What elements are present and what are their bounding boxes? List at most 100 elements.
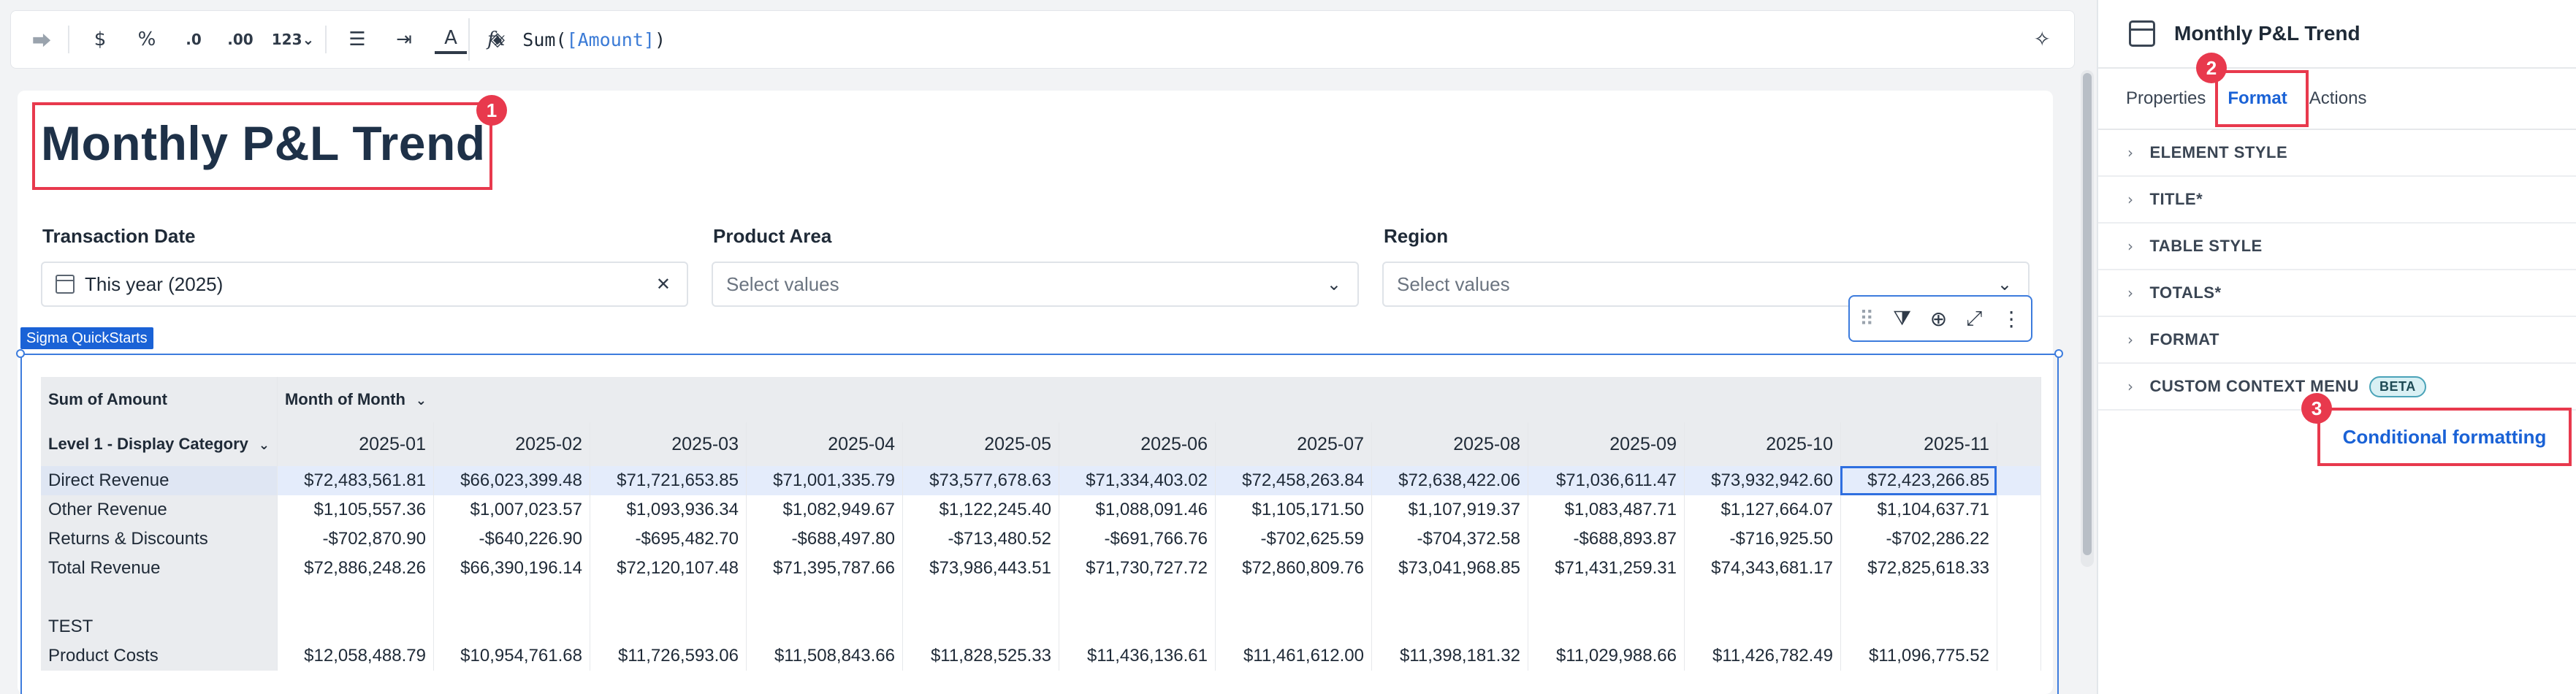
number-format-icon[interactable]: 123⌄ — [271, 31, 315, 48]
decrease-decimals-icon[interactable]: .0 — [186, 31, 202, 48]
table-cell[interactable]: $71,395,787.66 — [746, 554, 903, 583]
month-header[interactable]: 2025-02 — [433, 422, 590, 466]
table-cell[interactable]: $11,398,181.32 — [1371, 641, 1528, 671]
table-cell[interactable]: $73,986,443.51 — [902, 554, 1059, 583]
table-cell[interactable] — [1215, 583, 1372, 612]
row-label[interactable]: Total Revenue — [41, 554, 278, 583]
section-format[interactable]: › FORMAT — [2098, 317, 2576, 364]
page-title[interactable]: Monthly P&L Trend — [41, 116, 486, 170]
table-cell[interactable] — [433, 583, 590, 612]
table-cell[interactable]: $1,104,637.71 — [1840, 495, 1997, 525]
currency-icon[interactable]: $ — [94, 28, 107, 50]
table-cell[interactable] — [1059, 583, 1216, 612]
percent-icon[interactable]: % — [137, 28, 156, 50]
table-cell[interactable]: $11,461,612.00 — [1215, 641, 1372, 671]
table-cell[interactable]: $1,093,936.34 — [590, 495, 747, 525]
table-cell[interactable] — [590, 612, 747, 641]
table-cell[interactable] — [902, 612, 1059, 641]
table-cell[interactable] — [1528, 583, 1685, 612]
table-cell[interactable]: -$695,482.70 — [590, 525, 747, 554]
vertical-scrollbar[interactable] — [2081, 70, 2094, 567]
table-cell[interactable] — [1840, 583, 1997, 612]
table-cell[interactable]: $74,343,681.17 — [1684, 554, 1841, 583]
table-cell[interactable]: $71,721,653.85 — [590, 466, 747, 495]
increase-decimals-icon[interactable]: .00 — [227, 31, 254, 48]
conditional-formatting-section[interactable]: Conditional formatting — [2317, 408, 2572, 466]
table-cell[interactable]: $11,029,988.66 — [1528, 641, 1685, 671]
table-cell[interactable]: $66,390,196.14 — [433, 554, 590, 583]
table-cell[interactable]: -$688,497.80 — [746, 525, 903, 554]
month-header[interactable]: 2025-11 — [1840, 422, 1997, 466]
table-cell[interactable]: $72,825,618.33 — [1840, 554, 1997, 583]
row-label[interactable] — [41, 583, 278, 612]
section-element-style[interactable]: › ELEMENT STYLE — [2098, 130, 2576, 177]
table-cell[interactable]: $11,096,775.52 — [1840, 641, 1997, 671]
table-cell[interactable]: $11,436,136.61 — [1059, 641, 1216, 671]
text-color-icon[interactable]: A — [435, 25, 467, 54]
row-label[interactable]: Returns & Discounts — [41, 525, 278, 554]
table-cell[interactable] — [1059, 612, 1216, 641]
table-cell[interactable] — [277, 612, 434, 641]
table-cell[interactable]: $12,058,488.79 — [277, 641, 434, 671]
table-cell[interactable] — [590, 583, 747, 612]
scrollbar-thumb[interactable] — [2083, 73, 2092, 555]
table-cell[interactable]: $72,886,248.26 — [277, 554, 434, 583]
table-cell[interactable]: $1,083,487.71 — [1528, 495, 1685, 525]
formula-bar[interactable]: fx Sum([Amount]) ✧ — [468, 18, 2067, 61]
table-cell[interactable] — [1215, 612, 1372, 641]
table-cell[interactable] — [1684, 612, 1841, 641]
table-cell[interactable]: $71,334,403.02 — [1059, 466, 1216, 495]
expand-icon[interactable]: ⤢ — [1965, 306, 1983, 330]
section-custom-context-menu[interactable]: › CUSTOM CONTEXT MENU BETA — [2098, 364, 2576, 411]
table-cell[interactable]: -$713,480.52 — [902, 525, 1059, 554]
table-cell[interactable]: -$702,870.90 — [277, 525, 434, 554]
table-cell[interactable]: $11,426,782.49 — [1684, 641, 1841, 671]
row-label[interactable]: TEST — [41, 612, 278, 641]
table-cell[interactable]: $72,860,809.76 — [1215, 554, 1372, 583]
table-cell[interactable]: $73,577,678.63 — [902, 466, 1059, 495]
table-cell[interactable] — [1528, 612, 1685, 641]
month-header[interactable]: 2025-10 — [1684, 422, 1841, 466]
product-area-select[interactable]: Select values ⌄ — [712, 262, 1359, 307]
table-cell[interactable]: $11,726,593.06 — [590, 641, 747, 671]
row-label[interactable]: Product Costs — [41, 641, 278, 671]
column-field-header[interactable]: Month of Month ⌄ — [277, 377, 2041, 422]
table-cell[interactable]: $72,638,422.06 — [1371, 466, 1528, 495]
month-header[interactable]: 2025-09 — [1528, 422, 1685, 466]
resize-handle[interactable] — [2054, 349, 2063, 358]
add-chart-icon[interactable]: ⊕ — [1929, 306, 1948, 331]
table-cell[interactable]: $1,107,919.37 — [1371, 495, 1528, 525]
table-cell[interactable]: $73,932,942.60 — [1684, 466, 1841, 495]
row-label[interactable]: Direct Revenue — [41, 466, 278, 495]
table-cell[interactable]: $71,431,259.31 — [1528, 554, 1685, 583]
table-cell[interactable]: $72,120,107.48 — [590, 554, 747, 583]
table-cell[interactable]: -$702,625.59 — [1215, 525, 1372, 554]
table-cell[interactable] — [1371, 583, 1528, 612]
table-cell[interactable]: $11,828,525.33 — [902, 641, 1059, 671]
table-cell[interactable]: $1,105,171.50 — [1215, 495, 1372, 525]
table-cell[interactable] — [746, 612, 903, 641]
table-cell[interactable]: $72,458,263.84 — [1215, 466, 1372, 495]
table-cell[interactable]: $1,007,023.57 — [433, 495, 590, 525]
table-cell[interactable]: $10,954,761.68 — [433, 641, 590, 671]
month-header[interactable]: 2025-01 — [277, 422, 434, 466]
formula-text[interactable]: Sum([Amount]) — [522, 28, 666, 50]
chevron-down-icon[interactable]: ⌄ — [1997, 274, 2012, 294]
date-filter-control[interactable]: This year (2025) ✕ — [41, 262, 688, 307]
magic-wand-icon[interactable]: ✧ — [2033, 28, 2051, 50]
row-field-header[interactable]: Level 1 - Display Category ⌄ — [41, 422, 278, 466]
wrap-text-icon[interactable]: ⇥ — [396, 28, 412, 50]
table-cell[interactable]: -$702,286.22 — [1840, 525, 1997, 554]
clear-icon[interactable]: ✕ — [655, 274, 671, 294]
table-cell[interactable]: -$716,925.50 — [1684, 525, 1841, 554]
table-cell[interactable]: $11,508,843.66 — [746, 641, 903, 671]
month-header[interactable]: 2025-06 — [1059, 422, 1216, 466]
table-cell[interactable] — [902, 583, 1059, 612]
resize-handle[interactable] — [16, 349, 25, 358]
month-header[interactable]: 2025-08 — [1371, 422, 1528, 466]
table-cell[interactable]: $66,023,399.48 — [433, 466, 590, 495]
table-cell[interactable]: $1,127,664.07 — [1684, 495, 1841, 525]
drag-handle-icon[interactable]: ⠿ — [1859, 306, 1875, 331]
table-cell[interactable] — [433, 612, 590, 641]
table-cell[interactable]: -$704,372.58 — [1371, 525, 1528, 554]
